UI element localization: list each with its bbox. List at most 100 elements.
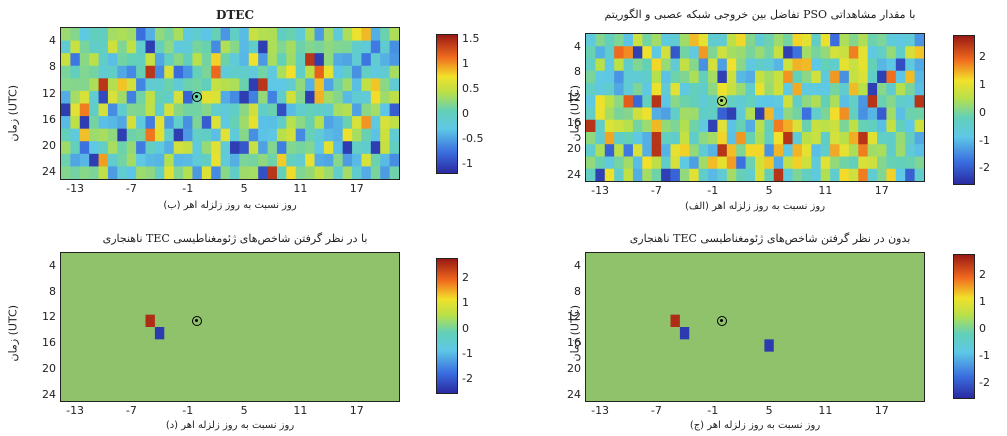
heatmap-cell [877,132,888,145]
heatmap-cell [877,46,888,60]
heatmap-cell [717,168,728,181]
y-tick-label: 16 [42,336,56,350]
heatmap-cell [623,132,634,145]
heatmap-cell [136,153,147,168]
heatmap-cell [783,70,794,84]
heatmap-cell [783,95,794,109]
heatmap-cell [642,95,653,109]
heatmap-cell [914,132,924,145]
heatmap-cell [164,40,175,54]
heatmap-cell [173,128,184,142]
heatmap-cell [126,128,137,142]
heatmap-cell [661,46,672,60]
heatmap-cell [877,144,888,158]
colorbar-dtec [436,34,458,174]
heatmap-cell [164,128,175,142]
heatmap-cell [877,58,888,72]
heatmap-cell [755,156,765,170]
heatmap-cell [342,128,353,142]
heatmap-cell [230,128,240,142]
heatmap-cell [895,144,906,158]
heatmap-cell [595,144,606,158]
heatmap-cell [792,144,803,158]
heatmap-cell [661,70,672,84]
heatmap-cell [717,83,728,96]
y-axis-label: زمان (UTC) [568,84,582,142]
y-tick-label: 16 [567,116,581,130]
heatmap-cell [230,53,240,67]
heatmap-cell [623,107,634,121]
heatmap-cell [211,53,222,67]
colorbar-tick-label: 2 [462,271,469,285]
heatmap-cell [126,153,137,168]
x-tick-label: 11 [293,404,308,417]
heatmap-cell [154,40,165,54]
heatmap-cell [848,83,859,96]
heatmap-cell [211,65,222,79]
heatmap-cell [70,116,81,130]
heatmap-cell [230,40,240,54]
heatmap-cell [239,116,250,130]
heatmap-cell [117,40,128,54]
heatmap-cell [201,65,212,79]
heatmap-cell [764,70,775,84]
heatmap-cell [651,34,662,47]
heatmap-cell [905,107,916,121]
heatmap-cell [623,46,634,60]
heatmap-cell [726,95,737,109]
heatmap-cell [314,65,325,79]
heatmap-cell [886,70,897,84]
anomaly-cell [670,314,680,327]
heatmap-cell [586,58,596,72]
heatmap-cell [98,90,109,105]
heatmap-cell [614,83,625,96]
heatmap-dtec [60,27,400,180]
heatmap-cell [276,116,287,130]
heatmap-cell [61,40,71,54]
heatmap-cell [895,168,906,181]
heatmap-cell [117,116,128,130]
heatmap-cell [745,70,756,84]
heatmap-cell [792,119,803,133]
colorbar-tick-label: 0.5 [462,82,480,95]
heatmap-cell [220,116,231,130]
heatmap-cell [604,83,615,96]
y-axis-label: زمان (UTC) [6,304,20,362]
heatmap-cell [886,83,897,96]
heatmap-cell [107,141,118,155]
heatmap-cell [886,95,897,109]
heatmap-cell [632,168,643,181]
heatmap-cell [305,53,316,67]
y-tick-label: 8 [574,65,581,79]
heatmap-cell [267,65,278,79]
heatmap-cell [830,168,841,181]
heatmap-svg [586,34,924,181]
heatmap-cell [858,46,869,60]
heatmap-cell [858,58,869,72]
heatmap-cell [745,46,756,60]
heatmap-cell [604,34,615,47]
heatmap-cell [679,95,690,109]
heatmap-cell [670,144,681,158]
heatmap-cell [79,141,90,155]
y-tick-label: 4 [574,258,581,272]
heatmap-cell [333,166,344,179]
heatmap-cell [258,166,269,179]
heatmap-cell [286,103,297,117]
heatmap-cell [867,119,878,133]
heatmap-cell [286,53,297,67]
heatmap-cell [276,103,287,117]
heatmap-cell [220,28,231,42]
chart-title: ناهنجاری TEC با در نظر گرفتن شاخص‌های ژئ… [102,232,368,245]
heatmap-cell [230,28,240,42]
heatmap-cell [389,65,399,79]
heatmap-cell [323,65,334,79]
heatmap-cell [173,65,184,79]
heatmap-cell [183,40,194,54]
heatmap-cell [248,153,259,168]
heatmap-cell [126,28,137,42]
heatmap-cell [370,28,381,42]
heatmap-cell [651,58,662,72]
heatmap-cell [726,46,737,60]
heatmap-cell [286,116,297,130]
